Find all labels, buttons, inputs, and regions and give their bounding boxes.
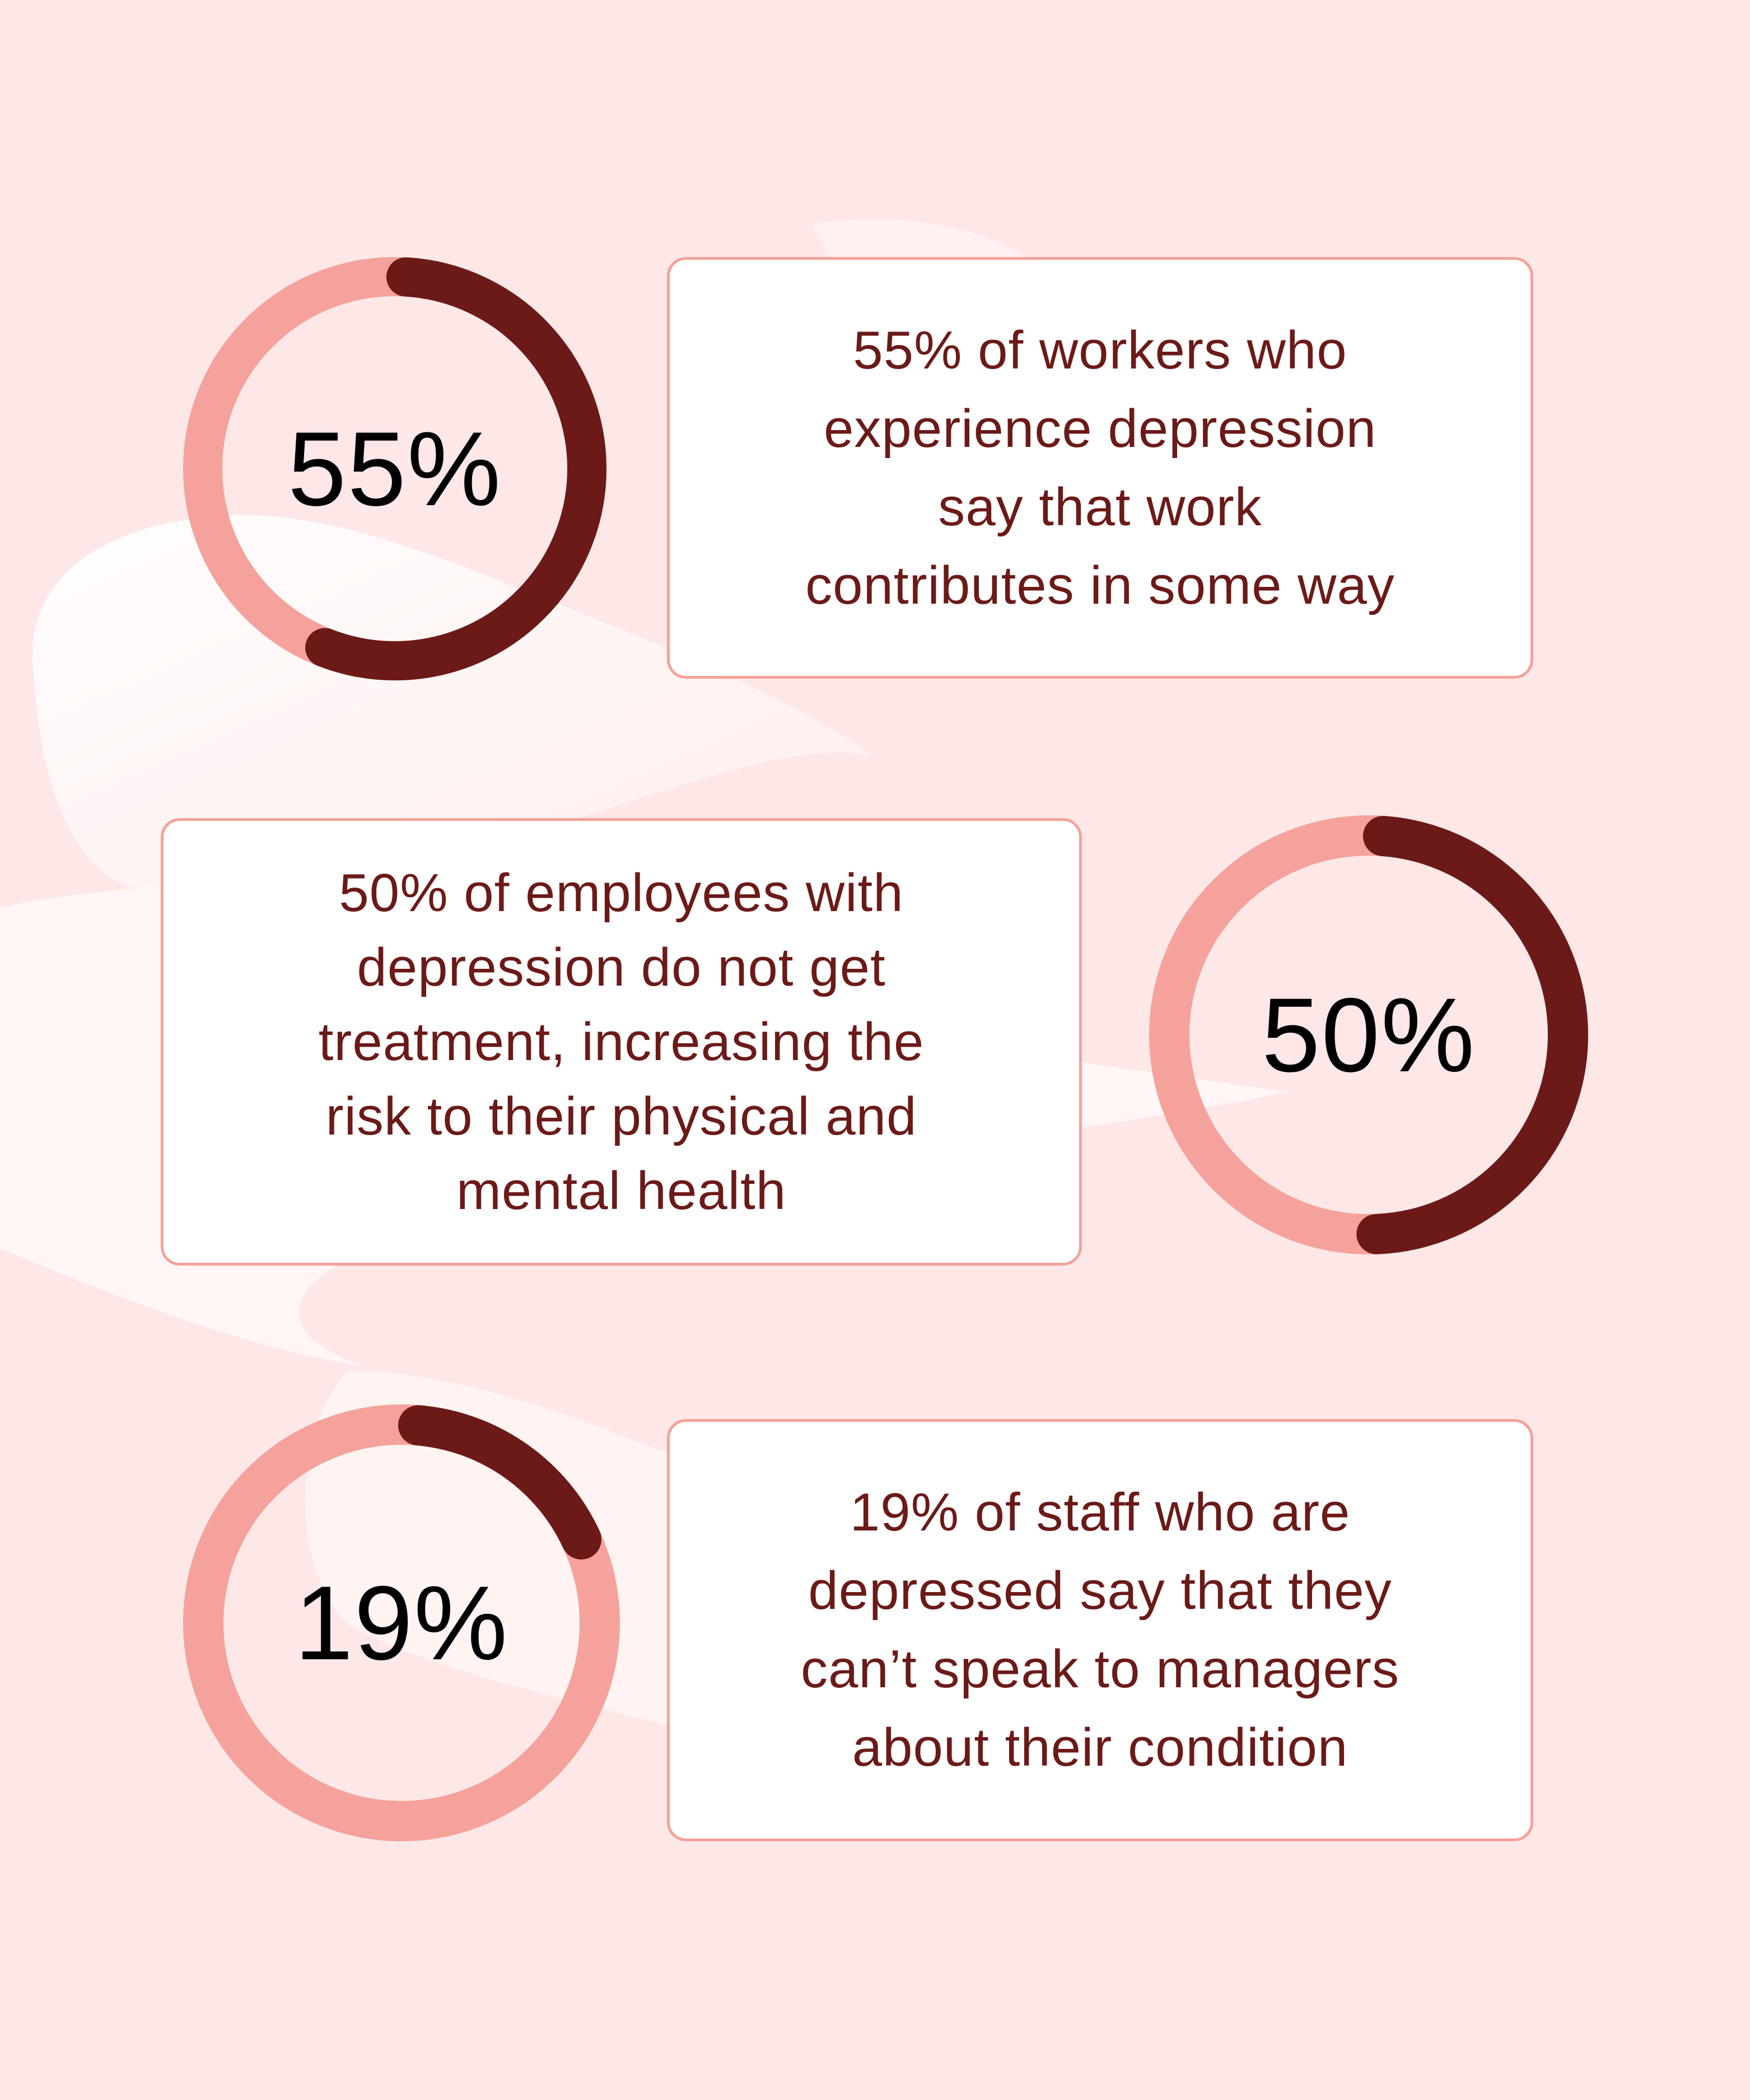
- progress-ring-19: [183, 1404, 620, 1841]
- stat-line: experience depression: [824, 398, 1376, 459]
- donut-chart-50: 50%: [1149, 815, 1588, 1254]
- percent-label: 19%: [294, 1564, 509, 1682]
- stat-line: treatment, increasing the: [318, 1012, 925, 1072]
- stat-description: 19% of staff who are depressed say that …: [801, 1473, 1399, 1787]
- stat-line: depression do not get: [357, 937, 886, 997]
- stat-line: 19% of staff who are: [850, 1482, 1351, 1542]
- stat-line: contributes in some way: [805, 555, 1395, 615]
- stat-line: depressed say that they: [808, 1561, 1392, 1621]
- stat-line: 55% of workers who: [853, 320, 1347, 380]
- stat-line: say that work: [938, 477, 1262, 537]
- stat-line: can’t speak to managers: [801, 1639, 1399, 1699]
- percent-label: 50%: [1261, 976, 1476, 1094]
- stat-description: 55% of workers who experience depression…: [805, 311, 1395, 625]
- donut-chart-19: 19%: [183, 1404, 620, 1841]
- progress-ring-55: [183, 257, 606, 680]
- stat-line: risk to their physical and: [325, 1086, 917, 1146]
- progress-ring-50: [1149, 815, 1588, 1254]
- stat-line: mental health: [456, 1161, 787, 1221]
- stat-description: 50% of employees with depression do not …: [319, 856, 925, 1228]
- stat-card-1: 55% of workers who experience depression…: [667, 257, 1533, 679]
- stat-line: about their condition: [852, 1718, 1348, 1777]
- percent-label: 55%: [287, 410, 502, 528]
- stat-card-2: 50% of employees with depression do not …: [161, 818, 1082, 1266]
- stat-line: 50% of employees with: [339, 863, 904, 923]
- donut-chart-55: 55%: [183, 257, 606, 680]
- stat-card-3: 19% of staff who are depressed say that …: [667, 1419, 1533, 1841]
